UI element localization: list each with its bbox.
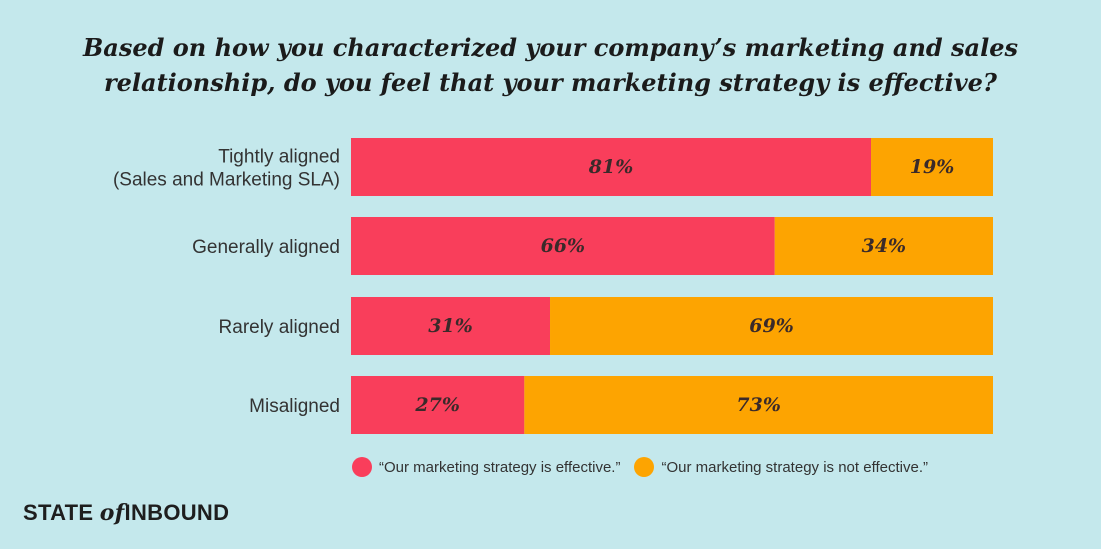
chart-title-line-1: Based on how you characterized your comp… xyxy=(83,33,1018,62)
legend-item-effective: “Our marketing strategy is effective.” xyxy=(352,457,620,477)
data-label-not-effective-tightly-aligned: 19% xyxy=(910,156,955,178)
category-label-line: Generally aligned xyxy=(192,237,340,258)
brand-suffix: INBOUND xyxy=(124,500,230,525)
bar-segment-not-effective-misaligned xyxy=(524,376,993,434)
category-label-misaligned: Misaligned xyxy=(249,396,340,417)
legend-item-not-effective: “Our marketing strategy is not effective… xyxy=(634,457,928,477)
brand-of: of xyxy=(99,500,125,526)
data-label-not-effective-generally-aligned: 34% xyxy=(862,235,907,257)
data-label-not-effective-misaligned: 73% xyxy=(736,394,781,416)
legend-swatch-not-effective xyxy=(634,457,655,477)
legend-swatch-effective xyxy=(352,457,372,477)
data-label-effective-misaligned: 27% xyxy=(414,394,460,416)
category-label-line: Misaligned xyxy=(249,396,340,417)
data-label-not-effective-rarely-aligned: 69% xyxy=(749,315,794,337)
category-label-line: (Sales and Marketing SLA) xyxy=(113,170,340,191)
chart-title-line-2: relationship, do you feel that your mark… xyxy=(104,68,997,97)
bar-segment-not-effective-generally-aligned xyxy=(774,217,993,275)
bar-segment-effective-generally-aligned xyxy=(351,217,775,275)
category-label-rarely-aligned: Rarely aligned xyxy=(219,317,340,338)
legend-label-not-effective: “Our marketing strategy is not effective… xyxy=(661,458,928,476)
data-label-effective-generally-aligned: 66% xyxy=(541,235,586,257)
bar-segment-effective-rarely-aligned xyxy=(351,297,551,355)
bar-segment-effective-tightly-aligned xyxy=(351,138,872,196)
legend: “Our marketing strategy is effective.” “… xyxy=(352,457,942,477)
data-label-effective-rarely-aligned: 31% xyxy=(428,315,473,337)
bar-segment-not-effective-tightly-aligned xyxy=(871,138,993,196)
brand-logo: STATE ofINBOUND xyxy=(23,500,229,526)
legend-label-effective: “Our marketing strategy is effective.” xyxy=(379,458,621,476)
data-label-effective-tightly-aligned: 81% xyxy=(588,156,634,178)
bar-segment-not-effective-rarely-aligned xyxy=(550,297,993,355)
chart-title: Based on how you characterized your comp… xyxy=(20,30,1081,100)
category-label-generally-aligned: Generally aligned xyxy=(192,237,340,258)
category-label-tightly-aligned: Tightly aligned (Sales and Marketing SLA) xyxy=(113,147,340,191)
bar-segment-effective-misaligned xyxy=(351,376,525,434)
brand-prefix: STATE xyxy=(23,500,94,525)
category-label-line: Tightly aligned xyxy=(218,147,340,168)
category-label-line: Rarely aligned xyxy=(219,317,340,338)
